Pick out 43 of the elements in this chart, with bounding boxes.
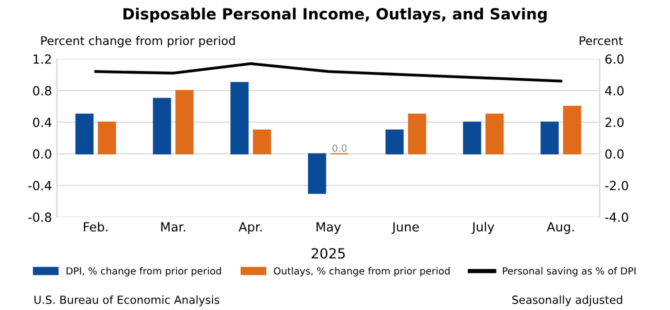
y2-tick-label: 2.0 bbox=[605, 118, 624, 128]
bar bbox=[408, 114, 426, 154]
data-label: 0.0 bbox=[332, 144, 347, 152]
x-tick-label: Mar. bbox=[161, 222, 186, 232]
bar bbox=[98, 122, 116, 154]
bar bbox=[386, 129, 404, 154]
legend-label: Outlays, % change from prior period bbox=[274, 267, 450, 276]
x-tick-label: Aug. bbox=[546, 222, 574, 234]
bar bbox=[308, 153, 326, 194]
x-tick-label: Feb. bbox=[84, 222, 108, 232]
bar bbox=[230, 82, 249, 154]
bar bbox=[540, 122, 559, 154]
text: Seasonally adjusted bbox=[512, 295, 622, 306]
bar bbox=[486, 114, 504, 154]
bar bbox=[463, 122, 482, 154]
bar bbox=[175, 90, 194, 154]
x-tick-label: May bbox=[316, 222, 341, 234]
bar bbox=[152, 98, 172, 154]
y-tick-label: 0.0 bbox=[33, 149, 52, 159]
y-tick-label: -0.4 bbox=[28, 180, 52, 190]
x-tick-label: July bbox=[471, 222, 494, 234]
y-tick-label: -0.8 bbox=[28, 212, 52, 222]
line-series bbox=[94, 62, 562, 82]
x-axis-title: 2025 bbox=[312, 248, 345, 259]
bar bbox=[252, 129, 272, 154]
y-tick-label: 1.2 bbox=[34, 54, 51, 64]
y2-tick-label: 0.0 bbox=[605, 149, 624, 159]
legend-label: DPI, % change from prior period bbox=[66, 267, 221, 276]
legend-label: Personal saving as % of DPI bbox=[502, 267, 636, 276]
y-axis-title: Percent change from prior period bbox=[41, 36, 235, 48]
x-tick-label: Apr. bbox=[238, 222, 262, 234]
y2-tick-label: 6.0 bbox=[605, 54, 624, 64]
y2-tick-label: -4.0 bbox=[605, 212, 628, 222]
x-tick-label: June bbox=[392, 222, 419, 234]
chart-title: Disposable Personal Income, Outlays, and Saving bbox=[123, 8, 547, 23]
y2-tick-label: -2.0 bbox=[605, 180, 628, 190]
text: U.S. Bureau of Economic Analysis bbox=[34, 295, 220, 306]
bar bbox=[563, 106, 582, 154]
bar bbox=[75, 114, 94, 154]
y-tick-label: 0.8 bbox=[33, 86, 52, 96]
y-tick-label: 0.4 bbox=[33, 118, 52, 128]
y2-tick-label: 4.0 bbox=[605, 86, 624, 96]
y2-axis-title: Percent bbox=[580, 36, 623, 46]
